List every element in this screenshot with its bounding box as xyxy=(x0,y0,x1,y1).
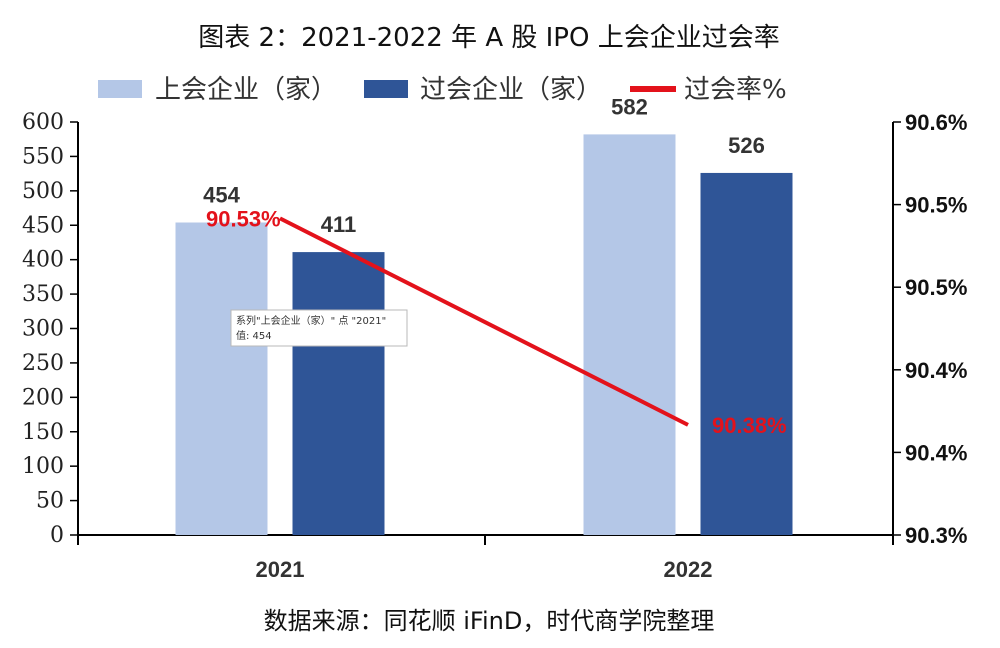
bar-approved-2021 xyxy=(292,252,385,535)
legend: 上会企业（家） 过会企业（家） 过会率% xyxy=(98,75,787,105)
rate-label-2021: 90.53% xyxy=(206,206,281,231)
left-tick-label: 600 xyxy=(22,110,64,135)
left-tick-label: 400 xyxy=(22,248,64,273)
bar-value-label: 454 xyxy=(203,182,240,207)
right-tick-label: 90.5% xyxy=(905,275,967,300)
left-tick-label: 50 xyxy=(36,489,64,514)
right-tick-label: 90.6% xyxy=(905,110,967,135)
left-tick-label: 450 xyxy=(22,213,64,238)
tooltip-line-2: 值: 454 xyxy=(236,329,272,342)
right-tick-label: 90.3% xyxy=(905,523,967,548)
data-tooltip: 系列"上会企业（家）" 点 "2021" 值: 454 xyxy=(230,309,408,347)
rate-line xyxy=(279,216,689,427)
bar-value-label: 411 xyxy=(321,212,357,237)
left-tick-label: 250 xyxy=(22,351,64,376)
left-axis-ticks: 0 50 100 150 200 250 300 350 400 450 500 550 600 xyxy=(22,110,78,548)
bar-approved-2022 xyxy=(700,172,793,536)
source-note: 数据来源：同花顺 iFinD，时代商学院整理 xyxy=(264,607,715,635)
bar-applied-2021 xyxy=(175,222,268,535)
left-tick-label: 150 xyxy=(22,420,64,445)
tooltip-box xyxy=(230,309,408,347)
legend-swatch-applied xyxy=(98,80,142,98)
left-tick-label: 0 xyxy=(50,523,64,548)
bar-applied-2022 xyxy=(583,134,676,535)
right-axis-ticks: 90.3% 90.4% 90.4% 90.5% 90.5% 90.6% xyxy=(893,110,967,548)
legend-swatch-approved xyxy=(364,80,408,98)
left-tick-label: 100 xyxy=(22,454,64,479)
right-tick-label: 90.4% xyxy=(905,358,967,383)
bar-value-label: 582 xyxy=(611,94,648,119)
left-tick-label: 300 xyxy=(22,317,64,342)
left-tick-label: 200 xyxy=(22,385,64,410)
rate-label-2022: 90.38% xyxy=(712,413,787,438)
left-tick-label: 350 xyxy=(22,282,64,307)
rate-line-series: 90.53% 90.38% xyxy=(206,206,787,438)
legend-label-applied: 上会企业（家） xyxy=(155,75,337,105)
x-tick-label-2021: 2021 xyxy=(256,557,305,582)
bar-value-label: 526 xyxy=(728,133,765,158)
legend-label-rate: 过会率% xyxy=(684,75,787,105)
tooltip-line-1: 系列"上会企业（家）" 点 "2021" xyxy=(236,314,386,327)
legend-label-approved: 过会企业（家） xyxy=(420,75,602,105)
chart-title: 图表 2：2021-2022 年 A 股 IPO 上会企业过会率 xyxy=(198,23,779,53)
left-tick-label: 500 xyxy=(22,179,64,204)
right-tick-label: 90.4% xyxy=(905,440,967,465)
right-tick-label: 90.5% xyxy=(905,193,967,218)
bars: 454 582 411 526 xyxy=(175,94,793,536)
left-tick-label: 550 xyxy=(22,144,64,169)
x-tick-label-2022: 2022 xyxy=(664,557,713,582)
